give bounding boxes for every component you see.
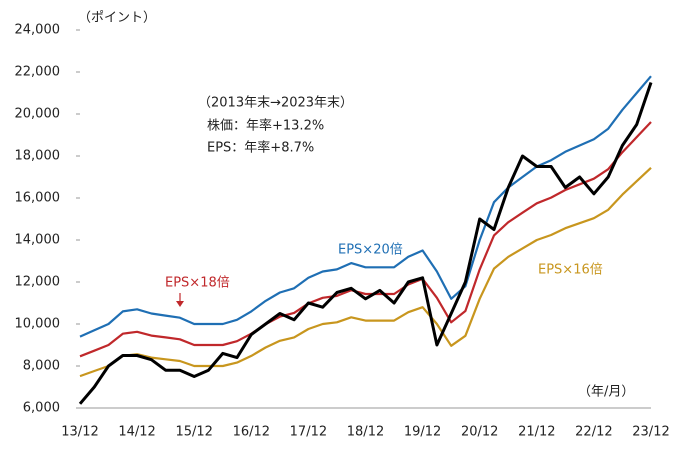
- series-label: EPS×18倍: [165, 276, 230, 291]
- series-line: [79, 75, 652, 338]
- x-tick-label: 22/12: [575, 425, 612, 440]
- series-label: EPS×20倍: [338, 243, 403, 258]
- x-tick-label: 19/12: [404, 425, 441, 440]
- x-tick-label: 16/12: [233, 425, 270, 440]
- x-tick-label: 13/12: [61, 425, 98, 440]
- x-tick-label: 14/12: [118, 425, 155, 440]
- annotation: 株価：年率+13.2%: [207, 118, 324, 134]
- y-tick-label: 18,000: [15, 149, 61, 164]
- y-tick-label: 20,000: [15, 107, 61, 122]
- y-tick-label: 14,000: [15, 233, 61, 248]
- y-tick-label: 16,000: [15, 191, 61, 206]
- x-tick-label: 20/12: [461, 425, 498, 440]
- y-tick-label: 6,000: [23, 401, 60, 416]
- x-tick-label: 17/12: [290, 425, 327, 440]
- series-line: [78, 82, 653, 405]
- series-line: [79, 166, 652, 378]
- x-tick-label: 23/12: [632, 425, 669, 440]
- y-tick-label: 12,000: [15, 275, 61, 290]
- series-line: [79, 121, 652, 358]
- x-tick-label: 15/12: [175, 425, 212, 440]
- annotation: （2013年末→2023年末）: [198, 96, 353, 111]
- x-tick-label: 21/12: [518, 425, 555, 440]
- y-tick-label: 24,000: [15, 23, 61, 38]
- series-label: EPS×16倍: [538, 263, 603, 278]
- y-tick-label: 10,000: [15, 317, 61, 332]
- y-unit-label: （ポイント）: [78, 11, 156, 26]
- arrow-head: [176, 301, 184, 307]
- annotation: EPS：年率+8.7%: [207, 140, 314, 156]
- y-tick-label: 8,000: [23, 359, 60, 374]
- y-tick-label: 22,000: [15, 65, 61, 80]
- x-unit-label: （年/月）: [578, 385, 634, 400]
- x-tick-label: 18/12: [347, 425, 384, 440]
